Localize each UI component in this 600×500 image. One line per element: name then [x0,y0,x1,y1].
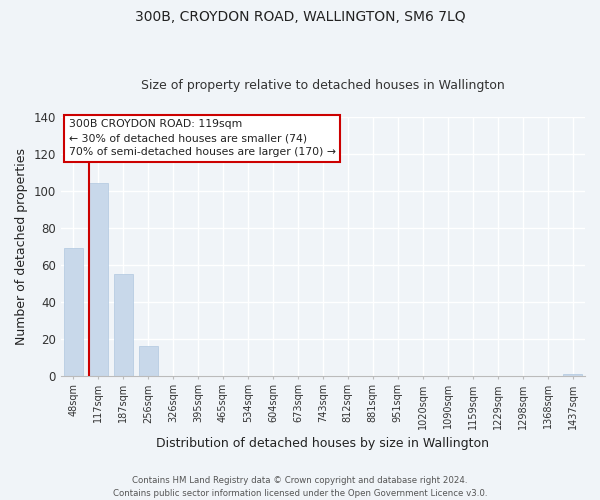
Bar [139,346,158,376]
Bar [563,374,582,376]
Y-axis label: Number of detached properties: Number of detached properties [15,148,28,344]
Text: Contains HM Land Registry data © Crown copyright and database right 2024.
Contai: Contains HM Land Registry data © Crown c… [113,476,487,498]
Bar [89,184,107,376]
Bar [114,274,133,376]
Text: 300B, CROYDON ROAD, WALLINGTON, SM6 7LQ: 300B, CROYDON ROAD, WALLINGTON, SM6 7LQ [134,10,466,24]
X-axis label: Distribution of detached houses by size in Wallington: Distribution of detached houses by size … [157,437,490,450]
Title: Size of property relative to detached houses in Wallington: Size of property relative to detached ho… [141,79,505,92]
Bar [64,248,83,376]
Text: 300B CROYDON ROAD: 119sqm
← 30% of detached houses are smaller (74)
70% of semi-: 300B CROYDON ROAD: 119sqm ← 30% of detac… [68,120,335,158]
